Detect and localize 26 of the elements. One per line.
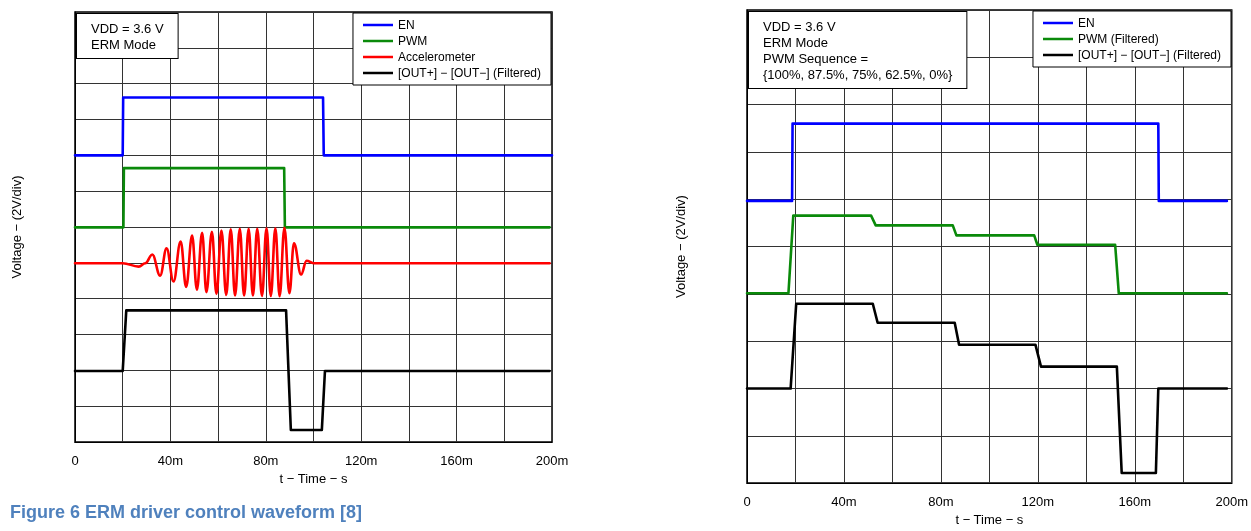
x-tick-label: 80m xyxy=(928,494,954,510)
x-axis-title: t − Time − s xyxy=(279,471,348,486)
x-tick-label: 40m xyxy=(157,453,184,468)
legend-label: PWM xyxy=(397,34,428,48)
text: VDD = 3.6 V ERM Mode xyxy=(91,20,164,52)
x-tick-label: 120m xyxy=(1021,494,1055,510)
caption: Figure 6 ERM driver control waveform [8] xyxy=(10,502,363,522)
x-tick-label: 0 xyxy=(743,494,751,510)
x-tick-label: 40m xyxy=(831,494,857,510)
legend-label: PWM (Filtered) xyxy=(1077,32,1159,46)
x-axis-title: t − Time − s xyxy=(955,512,1024,527)
x-tick-label: 120m xyxy=(344,453,378,468)
legend-label: [OUT+] − [OUT−] (Filtered) xyxy=(397,66,541,80)
legend-label: [OUT+] − [OUT−] (Filtered) xyxy=(1077,48,1221,62)
text: VDD = 3.6 V ERM Mode PWM Sequence = {100%, 87.5%, 75%, 62.5%, 0%} xyxy=(763,18,954,82)
legend-label: EN xyxy=(397,18,415,32)
x-tick-label: 160m xyxy=(440,453,473,468)
x-tick-label: 0 xyxy=(71,453,79,468)
y-axis-title: Voltage − (2V/div) xyxy=(9,175,24,279)
legend-label: EN xyxy=(1077,16,1095,30)
x-tick-label: 160m xyxy=(1118,494,1152,510)
x-tick-label: 200m xyxy=(535,453,569,468)
x-tick-label: 80m xyxy=(253,453,279,468)
legend-label: Accelerometer xyxy=(397,50,476,64)
x-tick-label: 200m xyxy=(1215,494,1249,510)
y-axis-title: Voltage − (2V/div) xyxy=(673,195,688,299)
